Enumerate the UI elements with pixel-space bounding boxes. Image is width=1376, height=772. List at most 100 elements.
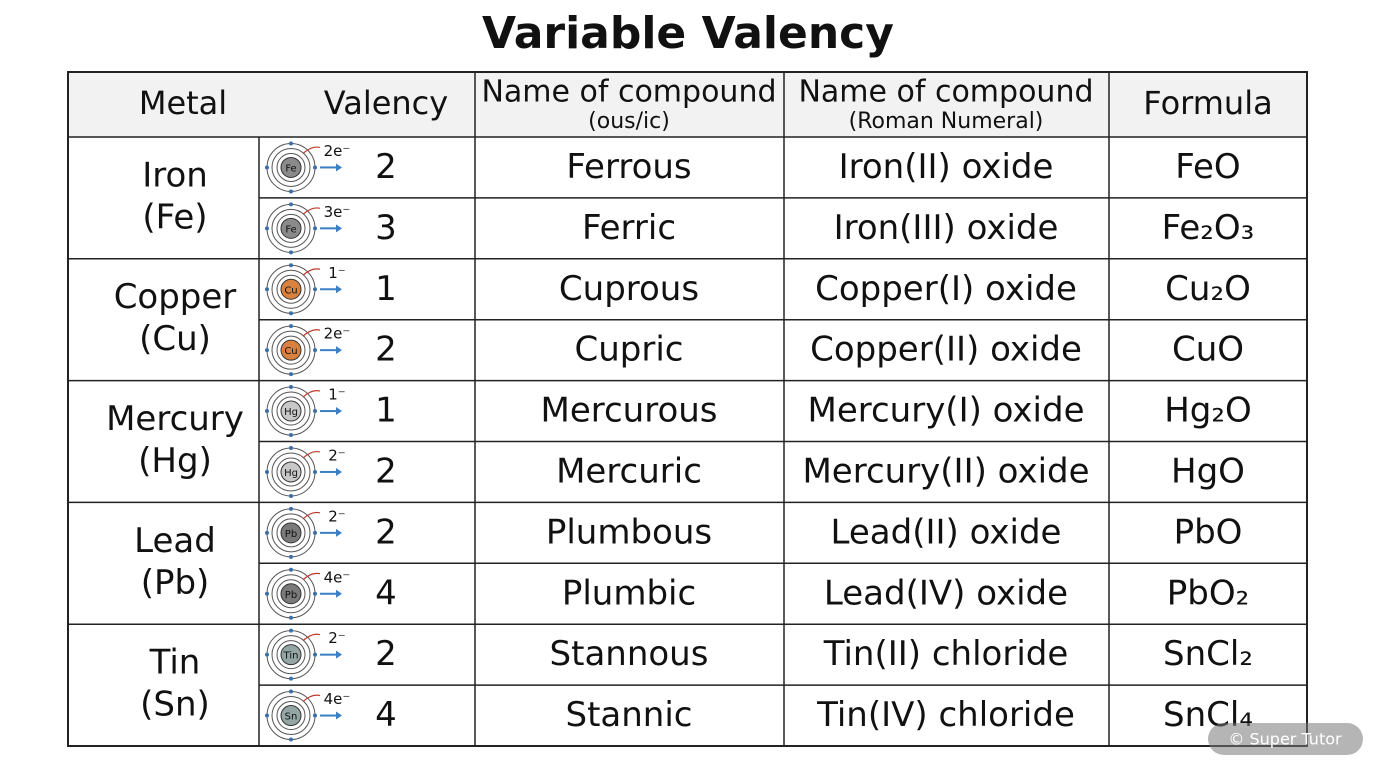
formula: Cu₂O: [1165, 269, 1251, 309]
atom-shell: [276, 335, 306, 365]
electron: [289, 141, 293, 146]
ous-ic-name: Stannous: [550, 634, 709, 674]
nucleus: [280, 522, 302, 544]
metal-name: Copper: [114, 277, 237, 317]
formula: Hg₂O: [1164, 391, 1252, 431]
arrow-head: [336, 467, 342, 476]
electron: [265, 287, 269, 292]
electron: [289, 445, 293, 450]
valency: 2: [375, 451, 397, 491]
atom-shell: [276, 640, 306, 670]
roman-name: Lead(IV) oxide: [824, 573, 1068, 613]
ous-ic-name: Plumbic: [562, 573, 696, 613]
formula: PbO₂: [1167, 573, 1249, 613]
metal-name: Lead: [134, 521, 216, 561]
formula: FeO: [1175, 147, 1240, 187]
atom-label: Pb: [285, 529, 297, 540]
atom-shell: [276, 274, 306, 304]
header-sub: (Roman Numeral): [849, 109, 1044, 134]
header-valency: Valency: [324, 84, 448, 122]
metal-symbol: (Pb): [141, 563, 210, 603]
electron: [289, 615, 293, 620]
valency: 1: [375, 391, 397, 431]
atom-label: Cu: [284, 346, 297, 357]
electron: [289, 554, 293, 559]
electron: [313, 530, 317, 535]
valency: 1: [375, 269, 397, 309]
atom-shell: [276, 457, 306, 487]
metal-symbol: (Hg): [138, 441, 212, 481]
electron: [289, 385, 293, 390]
atom-label: Sn: [285, 712, 298, 723]
electron: [289, 324, 293, 329]
electron: [289, 189, 293, 194]
charge-label: 1⁻: [328, 264, 345, 282]
nucleus: [280, 339, 302, 361]
atom-shell: [271, 269, 311, 309]
atom-label: Pb: [285, 590, 297, 601]
atom-label: Hg: [284, 407, 298, 418]
watermark-pill: [1208, 723, 1363, 755]
electron: [289, 567, 293, 572]
electron: [265, 591, 269, 596]
header-background: [68, 72, 1307, 137]
ous-ic-name: Cuprous: [559, 269, 699, 309]
charge-label: 4e⁻: [324, 568, 351, 586]
nucleus: [280, 278, 302, 300]
atom-shell: [271, 513, 311, 553]
arrow-head: [336, 163, 342, 172]
ous-ic-name: Cupric: [575, 330, 684, 370]
atom-shell: [271, 452, 311, 492]
electron: [289, 202, 293, 207]
atom-shell: [271, 635, 311, 675]
atom-shell: [271, 147, 311, 187]
electron-arrow: [302, 694, 321, 702]
header-formula: Formula: [1143, 84, 1272, 122]
atom-shell: [276, 579, 306, 609]
atom-shell: [271, 330, 311, 370]
valency: 2: [375, 147, 397, 187]
electron: [313, 713, 317, 718]
valency: 2: [375, 512, 397, 552]
electron-arrow: [302, 390, 321, 398]
electron: [289, 689, 293, 694]
metal-name: Mercury: [106, 399, 244, 439]
atom-shell: [271, 696, 311, 736]
electron: [265, 530, 269, 535]
nucleus: [280, 400, 302, 422]
ous-ic-name: Mercuric: [556, 451, 702, 491]
formula: SnCl₂: [1163, 634, 1253, 674]
ous-ic-name: Ferrous: [566, 147, 691, 187]
electron: [265, 409, 269, 414]
ous-ic-name: Plumbous: [546, 512, 712, 552]
atom-label: Cu: [284, 285, 297, 296]
electron: [265, 713, 269, 718]
roman-name: Copper(II) oxide: [810, 330, 1082, 370]
electron-arrow: [302, 329, 321, 337]
electron: [265, 348, 269, 353]
arrow-head: [336, 224, 342, 233]
electron: [313, 226, 317, 231]
metal-name: Iron: [142, 155, 208, 195]
electron: [313, 652, 317, 657]
header-main: Name of compound: [481, 75, 776, 110]
roman-name: Tin(IV) chloride: [816, 695, 1075, 735]
electron: [265, 652, 269, 657]
header-main: Name of compound: [798, 75, 1093, 110]
formula: Fe₂O₃: [1162, 208, 1255, 248]
roman-name: Tin(II) chloride: [823, 634, 1069, 674]
nucleus: [280, 461, 302, 483]
electron: [313, 348, 317, 353]
electron: [289, 506, 293, 511]
electron: [289, 433, 293, 438]
electron: [289, 311, 293, 316]
header-sub: (ous/ic): [588, 109, 670, 134]
electron: [265, 226, 269, 231]
charge-label: 3e⁻: [324, 203, 351, 221]
electron-arrow: [302, 146, 321, 154]
electron: [313, 409, 317, 414]
formula: HgO: [1171, 451, 1245, 491]
atom-shell: [276, 213, 306, 243]
